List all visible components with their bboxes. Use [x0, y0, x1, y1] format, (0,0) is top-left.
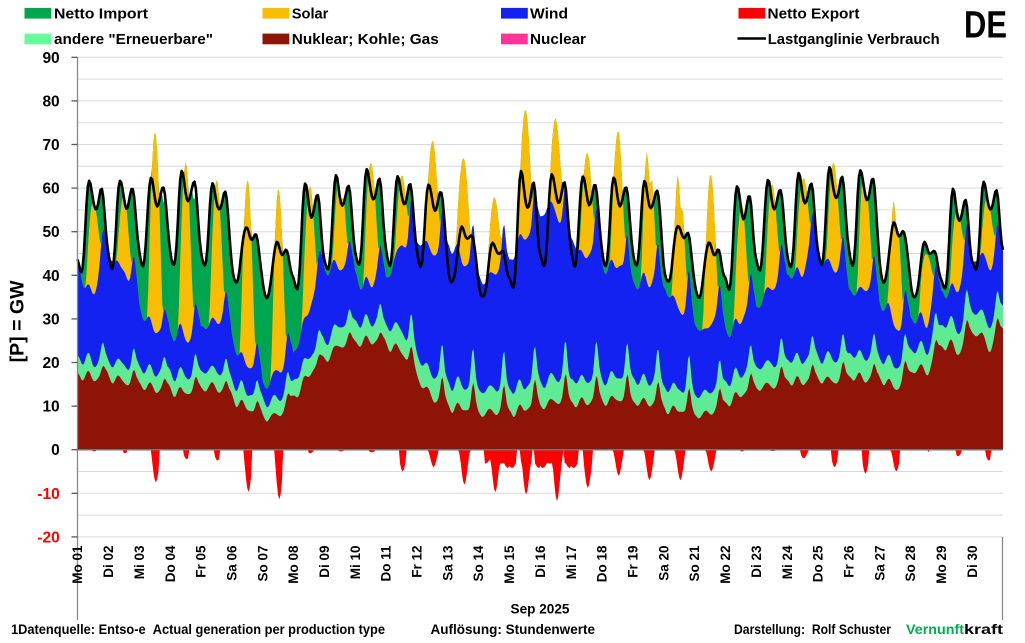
svg-text:Mo 29: Mo 29 — [934, 546, 949, 584]
svg-text:Mi 24: Mi 24 — [780, 545, 795, 579]
svg-text:20: 20 — [42, 355, 59, 372]
svg-text:Fr 12: Fr 12 — [410, 546, 425, 578]
svg-text:Solar: Solar — [292, 6, 329, 23]
svg-text:Do 25: Do 25 — [811, 545, 826, 582]
svg-text:Darstellung: Rolf Schuster: Darstellung: Rolf Schuster — [734, 622, 892, 637]
svg-text:Fr 19: Fr 19 — [626, 546, 641, 578]
svg-text:Mi 17: Mi 17 — [564, 546, 579, 580]
svg-text:Nuclear: Nuclear — [530, 31, 586, 48]
svg-text:Mo 15: Mo 15 — [502, 545, 517, 584]
svg-text:[P] = GW: [P] = GW — [8, 280, 29, 362]
svg-text:-20: -20 — [37, 529, 59, 546]
svg-text:50: 50 — [42, 224, 59, 241]
svg-text:0: 0 — [51, 442, 60, 459]
svg-text:Sa 20: Sa 20 — [656, 546, 671, 581]
svg-text:So 14: So 14 — [471, 545, 486, 582]
svg-text:70: 70 — [42, 137, 59, 154]
svg-text:Mo 22: Mo 22 — [718, 546, 733, 584]
svg-text:So 21: So 21 — [687, 545, 702, 582]
svg-text:Fr 05: Fr 05 — [194, 545, 209, 578]
svg-text:10: 10 — [42, 399, 59, 416]
svg-text:DE: DE — [964, 5, 1007, 47]
svg-text:Wind: Wind — [530, 6, 568, 23]
svg-text:Lastganglinie Verbrauch: Lastganglinie Verbrauch — [768, 31, 940, 48]
svg-text:Netto Export: Netto Export — [768, 6, 860, 23]
svg-text:Fr 26: Fr 26 — [842, 545, 857, 578]
svg-text:Sa 06: Sa 06 — [224, 545, 239, 581]
svg-text:Mi 10: Mi 10 — [348, 546, 363, 580]
svg-text:Nuklear; Kohle; Gas: Nuklear; Kohle; Gas — [292, 31, 439, 48]
svg-text:1Datenquelle: Entso-e Actual: 1Datenquelle: Entso-e Actual generation … — [11, 622, 385, 637]
svg-text:Do 04: Do 04 — [163, 545, 178, 582]
svg-text:Di 16: Di 16 — [533, 545, 548, 578]
svg-text:Di 30: Di 30 — [965, 546, 980, 578]
svg-text:Di 23: Di 23 — [749, 545, 764, 578]
svg-text:-10: -10 — [37, 486, 59, 503]
svg-text:Mo 01: Mo 01 — [70, 545, 85, 584]
svg-text:Sa 13: Sa 13 — [440, 545, 455, 581]
svg-text:Di 02: Di 02 — [101, 546, 116, 578]
svg-text:So 07: So 07 — [255, 546, 270, 582]
svg-text:Vernunftkraft: Vernunftkraft — [906, 622, 1004, 637]
svg-text:So 28: So 28 — [903, 545, 918, 582]
svg-text:andere "Erneuerbare": andere "Erneuerbare" — [54, 31, 213, 48]
svg-text:Do 11: Do 11 — [379, 545, 394, 582]
svg-text:Sep 2025: Sep 2025 — [511, 601, 570, 617]
svg-text:Mi 03: Mi 03 — [132, 545, 147, 579]
svg-text:Auflösung: Stundenwerte: Auflösung: Stundenwerte — [431, 622, 596, 637]
svg-text:30: 30 — [42, 311, 59, 328]
svg-text:90: 90 — [42, 50, 59, 67]
svg-text:40: 40 — [42, 268, 59, 285]
svg-text:60: 60 — [42, 181, 59, 198]
svg-text:Mo 08: Mo 08 — [286, 545, 301, 584]
svg-text:Di 09: Di 09 — [317, 546, 332, 578]
svg-text:Sa 27: Sa 27 — [872, 546, 887, 581]
svg-text:Netto Import: Netto Import — [54, 6, 148, 23]
svg-text:80: 80 — [42, 93, 59, 110]
svg-text:Do 18: Do 18 — [595, 545, 610, 582]
